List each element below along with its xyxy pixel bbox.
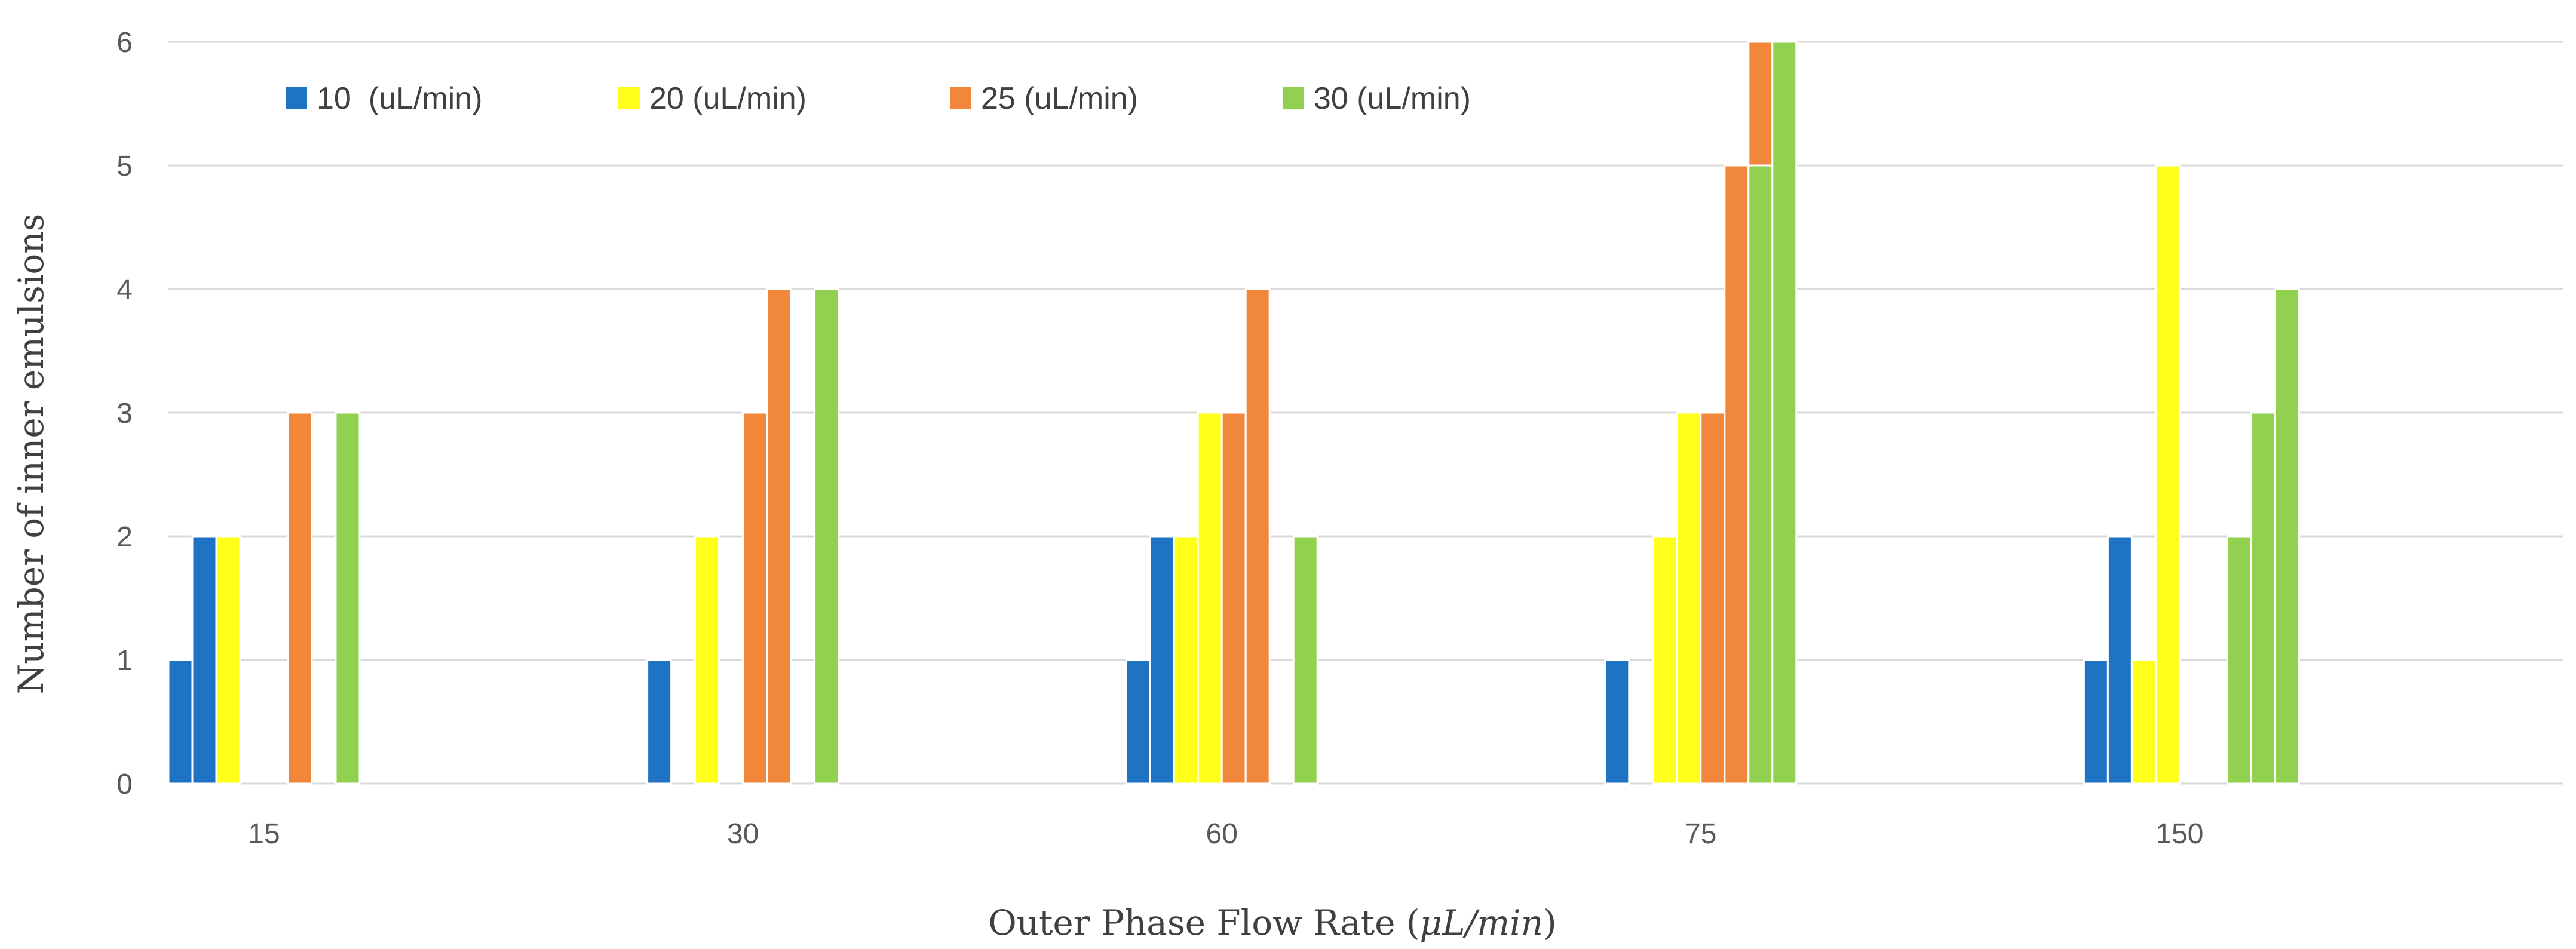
bar (1292, 535, 1318, 785)
x-axis-title-suffix: ) (1543, 902, 1557, 943)
y-tick-label: 6 (116, 27, 133, 59)
bar (2226, 535, 2252, 785)
y-tick-label: 4 (116, 274, 133, 306)
bar (1604, 659, 1630, 785)
y-tick-label: 5 (116, 151, 133, 182)
x-axis-ticks: 15 30 60 75 150 (248, 818, 2203, 850)
bar (1652, 535, 1678, 785)
bar (335, 411, 361, 785)
legend-swatch (286, 87, 307, 109)
legend-swatch (1283, 87, 1304, 109)
legend-label: 30 (uL/min) (1314, 81, 1471, 116)
bar (1700, 411, 1726, 785)
legend-label: 20 (uL/min) (649, 81, 806, 116)
bar (694, 535, 720, 785)
bar (1125, 659, 1151, 785)
bar (1724, 164, 1750, 785)
x-tick-label: 60 (1206, 818, 1238, 850)
bar (1173, 535, 1199, 785)
y-axis-title: Number of inner emulsions (11, 214, 51, 695)
bar (814, 288, 840, 785)
bar (2274, 288, 2300, 785)
bar (167, 659, 194, 785)
x-tick-label: 30 (727, 818, 759, 850)
x-axis-title-prefix: Outer Phase Flow Rate ( (988, 902, 1419, 943)
y-tick-label: 0 (116, 769, 133, 800)
bar (215, 535, 241, 785)
bar (191, 535, 217, 785)
y-axis-ticks: 0 1 2 3 4 5 6 (116, 27, 133, 800)
legend-swatch (618, 87, 640, 109)
x-axis-title-unit: μL/min (1419, 902, 1543, 943)
y-tick-label: 3 (116, 398, 133, 429)
bar (1220, 411, 1247, 785)
bar (742, 411, 768, 785)
x-axis-title: Outer Phase Flow Rate (μL/min) (988, 902, 1557, 943)
bar (1676, 411, 1702, 785)
legend-label: 25 (uL/min) (981, 81, 1138, 116)
bar (287, 411, 313, 785)
x-tick-label: 150 (2155, 818, 2203, 850)
bar (1244, 288, 1271, 785)
legend-swatch (950, 87, 971, 109)
bar (2154, 164, 2181, 785)
bar (1197, 411, 1223, 785)
bar (2130, 659, 2157, 785)
bar (1149, 535, 1175, 785)
bar (2083, 659, 2109, 785)
bar (1747, 164, 1774, 785)
bar (1771, 41, 1798, 785)
legend: 10 (uL/min) 20 (uL/min) 25 (uL/min) 30 (uL/… (286, 81, 1471, 116)
x-tick-label: 75 (1685, 818, 1716, 850)
bars (167, 41, 2300, 785)
gridlines (168, 41, 2563, 785)
y-tick-label: 1 (116, 645, 133, 677)
bar (646, 659, 673, 785)
bar (2250, 411, 2276, 785)
bar (766, 288, 792, 785)
y-tick-label: 2 (116, 521, 133, 553)
x-tick-label: 15 (248, 818, 280, 850)
bar (2106, 535, 2133, 785)
legend-label: 10 (uL/min) (317, 81, 482, 116)
